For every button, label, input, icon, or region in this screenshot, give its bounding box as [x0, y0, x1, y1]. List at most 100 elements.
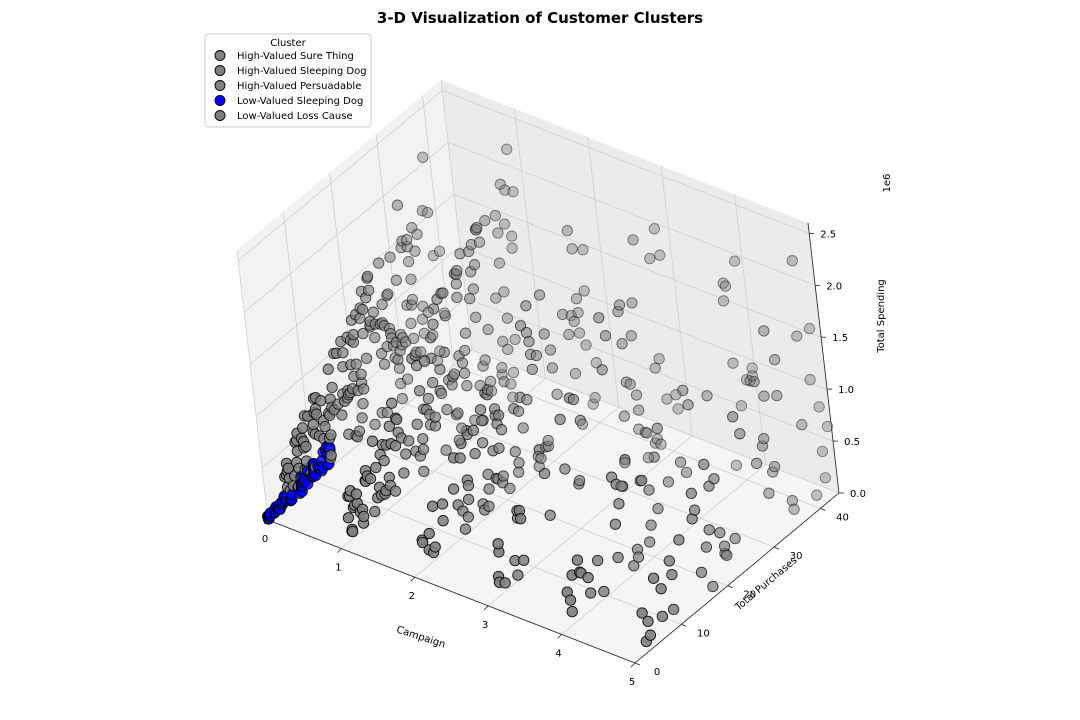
data-point [533, 289, 546, 301]
data-point [473, 236, 486, 248]
data-point [378, 358, 391, 370]
data-point [353, 425, 366, 437]
data-point [325, 429, 337, 441]
data-point [688, 504, 701, 516]
data-point [717, 277, 729, 289]
data-point [417, 536, 429, 549]
data-point [565, 309, 577, 322]
data-point [628, 560, 640, 572]
data-point [434, 345, 446, 357]
data-point [504, 482, 516, 495]
data-point [572, 306, 584, 319]
data-point [717, 295, 730, 307]
data-point [406, 293, 419, 306]
data-point [296, 422, 309, 434]
pane-back [441, 80, 839, 493]
data-point [364, 472, 377, 485]
data-point [358, 510, 370, 523]
y-tick-label: 30 [790, 551, 803, 562]
data-point [427, 329, 439, 341]
data-point [494, 178, 506, 190]
data-point [663, 555, 675, 567]
data-point [467, 283, 480, 295]
legend-title: Cluster [270, 38, 306, 49]
data-point [456, 357, 469, 369]
data-point [556, 308, 569, 321]
data-point [546, 362, 559, 374]
data-point [768, 460, 781, 473]
tick-labels: 0 1 2 3 4 5 0 10 20 30 40 0.0 0.5 1.0 1.5 2.0 2.5 [262, 229, 866, 688]
data-point [568, 315, 580, 328]
data-point [673, 534, 685, 546]
data-point [771, 389, 783, 402]
data-point [788, 503, 800, 515]
data-point [506, 230, 518, 242]
data-point [647, 572, 660, 584]
data-point [407, 332, 420, 345]
x-tick-mark [410, 576, 416, 582]
data-point [502, 343, 514, 356]
data-point [325, 449, 337, 461]
data-point [498, 286, 510, 298]
data-point [585, 587, 597, 599]
data-point [498, 376, 510, 388]
x-tick-mark [483, 605, 489, 611]
y-axis-line [634, 492, 840, 664]
data-point [645, 519, 657, 531]
data-point [680, 466, 693, 479]
data-point [336, 409, 348, 421]
data-point [319, 420, 331, 433]
data-point [577, 244, 589, 256]
data-point [448, 368, 460, 380]
data-point [485, 385, 498, 397]
x-axis-label: Campaign [395, 625, 447, 651]
z-tick-label: 0.0 [850, 489, 866, 500]
data-point [566, 605, 578, 618]
data-point [497, 335, 509, 348]
axes-panes [237, 80, 839, 663]
data-point [535, 452, 547, 464]
data-point [483, 483, 495, 495]
data-point [469, 447, 481, 460]
data-point [564, 594, 577, 606]
data-point [417, 443, 430, 456]
grid-line-x-back [587, 137, 620, 408]
legend-label: Low-Valued Sleeping Dog [237, 96, 363, 107]
data-point [656, 610, 669, 623]
data-point [636, 474, 648, 487]
chart-title: 3-D Visualization of Customer Clusters [377, 9, 703, 27]
data-point [378, 455, 390, 467]
data-point [649, 437, 662, 449]
data-point [714, 527, 726, 539]
data-point [703, 524, 715, 536]
data-point [369, 331, 381, 344]
data-point [429, 411, 441, 423]
z-tick-label: 1.0 [838, 385, 854, 396]
data-point [569, 367, 582, 380]
data-point [651, 433, 663, 445]
data-point [356, 412, 368, 424]
data-point [435, 387, 448, 400]
data-point [479, 214, 491, 227]
data-point [310, 408, 323, 420]
data-point [670, 389, 682, 401]
data-point [758, 325, 770, 337]
data-point [644, 536, 656, 548]
data-point [559, 463, 571, 475]
z-axis-label: Total Spending [876, 279, 887, 354]
data-point [674, 456, 687, 468]
data-point [633, 404, 645, 416]
data-point [811, 489, 823, 501]
data-point [361, 270, 374, 283]
data-point [796, 419, 808, 431]
data-point [417, 151, 429, 163]
data-point [816, 445, 829, 458]
data-point [554, 413, 566, 426]
legend-label: Low-Valued Loss Cause [237, 111, 353, 122]
data-point [719, 280, 732, 292]
data-point [655, 583, 667, 595]
data-point [682, 399, 694, 411]
data-point [492, 227, 504, 239]
y-tick-label: 0 [654, 667, 660, 678]
data-point [454, 452, 466, 464]
